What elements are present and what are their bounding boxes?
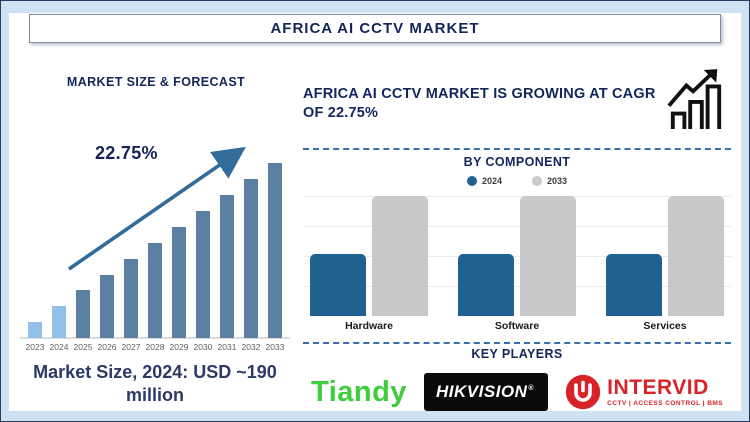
component-label-services: Services	[643, 320, 687, 332]
component-chart: Hardware Software Services	[303, 194, 731, 334]
intervid-tagline: CCTV | ACCESS CONTROL | BMS	[607, 400, 723, 407]
page-title-box: AFRICA AI CCTV MARKET	[29, 14, 721, 43]
separator-top	[303, 148, 731, 150]
legend-label-2024: 2024	[481, 176, 502, 186]
growth-chart-icon	[667, 69, 722, 129]
hikvision-reg-mark: ®	[528, 385, 535, 393]
legend-item-2033: 2033	[532, 176, 567, 186]
legend-dot-2033	[532, 176, 542, 186]
bar-2033-software	[520, 196, 576, 316]
legend-dot-2024	[466, 176, 477, 186]
by-component-section: BY COMPONENT 2024 2033 Hardware Software S…	[303, 155, 731, 334]
legend-label-2033: 2033	[547, 176, 568, 186]
forecast-title: MARKET SIZE & FORECAST	[66, 75, 246, 89]
key-players-title: KEY PLAYERS	[471, 347, 563, 361]
cagr-label: 22.75%	[95, 143, 158, 163]
right-panel: AFRICA AI CCTV MARKET IS GROWING AT CAGR…	[289, 43, 737, 411]
forecast-bars: 2023 2024 2025 2026 2027 2028 2029 2030 2031 2032…	[23, 99, 287, 354]
intervid-logo-icon	[565, 374, 601, 410]
hikvision-logo-text: HIKVISION	[436, 382, 528, 401]
bar-2033-hardware	[372, 196, 428, 316]
forecast-bar-2024: 2024	[47, 306, 71, 354]
market-size-note: Market Size, 2024: USD ~190 million	[33, 362, 277, 406]
forecast-bar-2026: 2026	[95, 275, 119, 354]
forecast-bar-2028: 2028	[143, 243, 167, 354]
chart-legend: 2024 2033	[303, 174, 731, 188]
content-area: AFRICA AI CCTV MARKET MARKET SIZE & FORE…	[9, 13, 741, 411]
page-title: AFRICA AI CCTV MARKET	[270, 20, 480, 37]
component-label-software: Software	[494, 320, 540, 332]
bar-2033-services	[668, 196, 724, 316]
forecast-bar-2023: 2023	[23, 322, 47, 354]
forecast-bar-2033: 2033	[263, 163, 287, 354]
intervid-logo: INTERVID CCTV | ACCESS CONTROL | BMS	[565, 374, 723, 410]
component-group-services: Services	[601, 194, 729, 334]
market-size-panel: MARKET SIZE & FORECAST 2023 2024 2025 2026 2…	[13, 43, 290, 411]
forecast-chart: 2023 2024 2025 2026 2027 2028 2029 2030 2031 2032…	[20, 99, 290, 354]
growth-headline: AFRICA AI CCTV MARKET IS GROWING AT CAGR…	[303, 86, 656, 121]
component-group-hardware: Hardware	[305, 194, 433, 334]
forecast-bar-2029: 2029	[167, 227, 191, 354]
bar-2024-hardware	[310, 254, 366, 316]
tiandy-logo: Tiandy	[311, 375, 407, 408]
forecast-bar-2032: 2032	[239, 179, 263, 354]
forecast-bar-2031: 2031	[215, 195, 239, 354]
chart-baseline	[20, 337, 290, 339]
forecast-bar-2027: 2027	[119, 259, 143, 354]
component-label-hardware: Hardware	[345, 320, 393, 332]
bar-2024-software	[458, 254, 514, 316]
by-component-title: BY COMPONENT	[463, 155, 571, 169]
separator-bottom	[303, 342, 731, 344]
intervid-logo-text: INTERVID	[607, 376, 709, 399]
component-group-software: Software	[453, 194, 581, 334]
legend-item-2024: 2024	[466, 176, 502, 186]
bar-2024-services	[606, 254, 662, 316]
forecast-bar-2025: 2025	[71, 290, 95, 354]
key-players-section: KEY PLAYERS Tiandy HIKVISION® INTERVID	[303, 347, 731, 411]
hikvision-logo: HIKVISION®	[424, 373, 549, 411]
forecast-bar-2030: 2030	[191, 211, 215, 354]
